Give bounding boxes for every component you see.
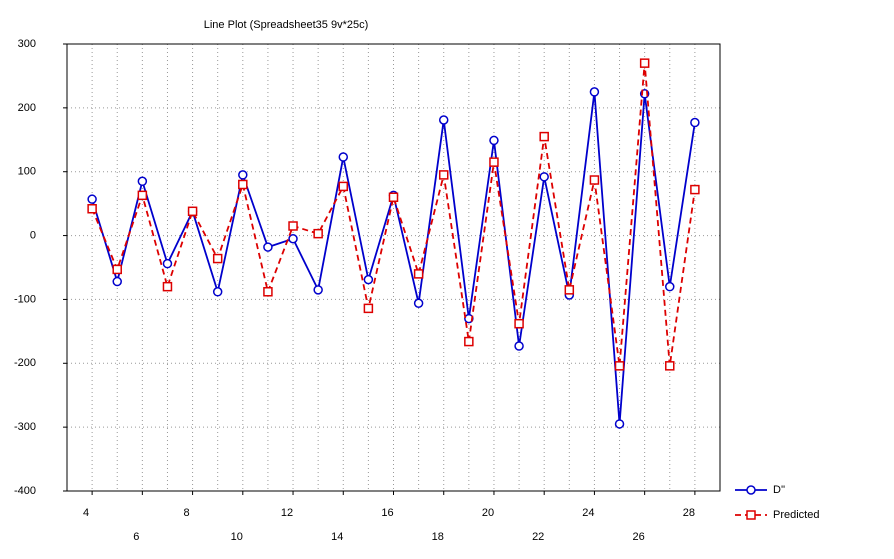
x-tick-label: 4 [83, 507, 89, 519]
data-point [665, 361, 675, 371]
x-tick-label: 18 [432, 531, 444, 543]
y-tick-label: -400 [14, 485, 36, 497]
plot-frame [66, 43, 721, 492]
data-point [690, 117, 700, 128]
data-point [363, 303, 374, 314]
data-point [313, 285, 323, 295]
data-point [639, 58, 650, 68]
data-point [313, 228, 323, 239]
data-point [489, 157, 499, 167]
data-point [614, 361, 625, 371]
data-point [589, 175, 600, 185]
data-point [413, 269, 424, 279]
data-point [112, 264, 122, 275]
data-point [464, 336, 474, 347]
data-point [614, 419, 625, 429]
x-tick-label: 12 [281, 507, 293, 519]
legend-label: D'' [773, 484, 785, 496]
data-point [263, 242, 273, 252]
data-point [589, 87, 600, 97]
data-point [137, 176, 148, 187]
data-point [690, 184, 700, 195]
x-tick-label: 14 [331, 531, 343, 543]
x-tick-label: 8 [184, 507, 190, 519]
data-point [87, 194, 97, 204]
data-point [162, 281, 173, 292]
data-point [489, 135, 499, 146]
legend-marker [746, 485, 756, 495]
data-point [363, 274, 374, 285]
data-point [238, 170, 248, 180]
legend-label: Predicted [773, 509, 819, 521]
data-point [413, 298, 424, 309]
data-point [288, 234, 298, 244]
x-tick-label: 26 [633, 531, 645, 543]
data-point [438, 115, 449, 125]
legend-marker [746, 510, 756, 520]
y-tick-label: -200 [14, 357, 36, 369]
x-tick-label: 20 [482, 507, 494, 519]
data-point [263, 287, 273, 297]
y-tick-label: -100 [14, 293, 36, 305]
data-point [564, 285, 575, 295]
data-point [87, 204, 97, 214]
x-tick-label: 24 [582, 507, 594, 519]
data-point [187, 206, 198, 217]
x-tick-label: 22 [532, 531, 544, 543]
data-point [514, 341, 524, 351]
data-point [288, 221, 298, 231]
x-tick-label: 6 [133, 531, 139, 543]
data-point [539, 172, 549, 182]
data-point [338, 181, 349, 192]
x-tick-label: 28 [683, 507, 695, 519]
data-point [212, 287, 223, 297]
data-point [112, 276, 122, 287]
data-point [539, 131, 549, 142]
series-line [91, 91, 696, 425]
y-tick-label: 300 [18, 38, 36, 50]
data-point [212, 253, 223, 264]
data-point [238, 179, 248, 190]
chart-title: Line Plot (Spreadsheet35 9v*25c) [204, 19, 369, 31]
x-tick-label: 10 [231, 531, 243, 543]
y-tick-label: 200 [18, 102, 36, 114]
data-point [162, 258, 173, 269]
y-tick-label: 0 [30, 229, 36, 241]
data-point [438, 170, 449, 180]
data-point [338, 152, 349, 162]
data-point [665, 281, 675, 292]
y-tick-label: 100 [18, 166, 36, 178]
data-point [388, 192, 399, 203]
y-tick-label: -300 [14, 421, 36, 433]
data-point [514, 318, 524, 329]
data-point [137, 190, 148, 201]
x-tick-label: 16 [381, 507, 393, 519]
